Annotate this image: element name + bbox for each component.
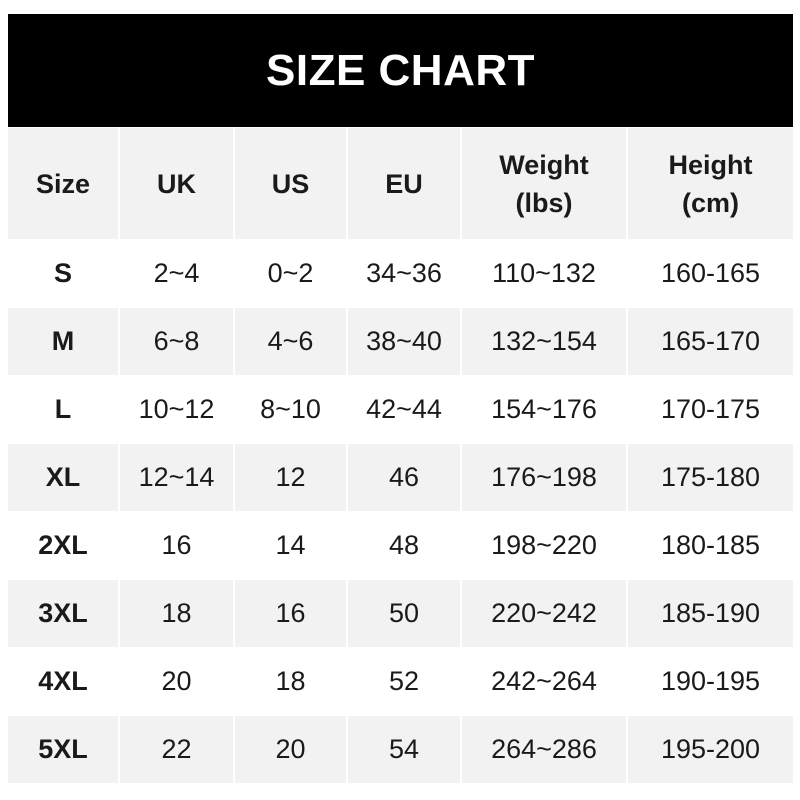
- cell-weight: 198~220: [462, 512, 628, 580]
- cell-uk: 12~14: [120, 444, 235, 512]
- cell-size: 2XL: [8, 512, 120, 580]
- cell-height: 180-185: [628, 512, 793, 580]
- cell-us: 20: [235, 716, 348, 784]
- cell-size: 3XL: [8, 580, 120, 648]
- cell-size: M: [8, 308, 120, 376]
- size-table: Size UK US EU Weight (lbs) Height (cm) S 2~4 0~…: [8, 128, 793, 784]
- cell-uk: 6~8: [120, 308, 235, 376]
- cell-height: 195-200: [628, 716, 793, 784]
- table-row: XL 12~14 12 46 176~198 175-180: [8, 444, 793, 512]
- column-header-us: US: [235, 128, 348, 240]
- cell-weight: 132~154: [462, 308, 628, 376]
- cell-uk: 2~4: [120, 240, 235, 308]
- table-row: 5XL 22 20 54 264~286 195-200: [8, 716, 793, 784]
- table-row: S 2~4 0~2 34~36 110~132 160-165: [8, 240, 793, 308]
- cell-height: 175-180: [628, 444, 793, 512]
- table-row: 2XL 16 14 48 198~220 180-185: [8, 512, 793, 580]
- cell-height: 185-190: [628, 580, 793, 648]
- cell-uk: 16: [120, 512, 235, 580]
- cell-height: 190-195: [628, 648, 793, 716]
- cell-weight: 110~132: [462, 240, 628, 308]
- cell-size: 5XL: [8, 716, 120, 784]
- cell-weight: 242~264: [462, 648, 628, 716]
- cell-height: 165-170: [628, 308, 793, 376]
- cell-us: 14: [235, 512, 348, 580]
- cell-us: 12: [235, 444, 348, 512]
- cell-uk: 22: [120, 716, 235, 784]
- table-row: 4XL 20 18 52 242~264 190-195: [8, 648, 793, 716]
- column-header-uk: UK: [120, 128, 235, 240]
- cell-us: 8~10: [235, 376, 348, 444]
- cell-eu: 50: [348, 580, 462, 648]
- table-row: L 10~12 8~10 42~44 154~176 170-175: [8, 376, 793, 444]
- cell-eu: 42~44: [348, 376, 462, 444]
- cell-size: XL: [8, 444, 120, 512]
- size-chart-title: SIZE CHART: [8, 14, 793, 127]
- column-header-height: Height (cm): [628, 128, 793, 240]
- header-row: Size UK US EU Weight (lbs) Height (cm): [8, 128, 793, 240]
- column-header-size: Size: [8, 128, 120, 240]
- cell-height: 160-165: [628, 240, 793, 308]
- cell-eu: 34~36: [348, 240, 462, 308]
- cell-uk: 20: [120, 648, 235, 716]
- cell-weight: 264~286: [462, 716, 628, 784]
- cell-us: 0~2: [235, 240, 348, 308]
- column-header-weight: Weight (lbs): [462, 128, 628, 240]
- table-row: 3XL 18 16 50 220~242 185-190: [8, 580, 793, 648]
- cell-weight: 176~198: [462, 444, 628, 512]
- cell-eu: 52: [348, 648, 462, 716]
- cell-size: S: [8, 240, 120, 308]
- cell-size: L: [8, 376, 120, 444]
- cell-eu: 46: [348, 444, 462, 512]
- cell-eu: 54: [348, 716, 462, 784]
- table-row: M 6~8 4~6 38~40 132~154 165-170: [8, 308, 793, 376]
- cell-eu: 48: [348, 512, 462, 580]
- cell-uk: 18: [120, 580, 235, 648]
- cell-weight: 220~242: [462, 580, 628, 648]
- cell-us: 16: [235, 580, 348, 648]
- cell-weight: 154~176: [462, 376, 628, 444]
- column-header-eu: EU: [348, 128, 462, 240]
- cell-uk: 10~12: [120, 376, 235, 444]
- cell-us: 4~6: [235, 308, 348, 376]
- cell-us: 18: [235, 648, 348, 716]
- cell-height: 170-175: [628, 376, 793, 444]
- cell-size: 4XL: [8, 648, 120, 716]
- cell-eu: 38~40: [348, 308, 462, 376]
